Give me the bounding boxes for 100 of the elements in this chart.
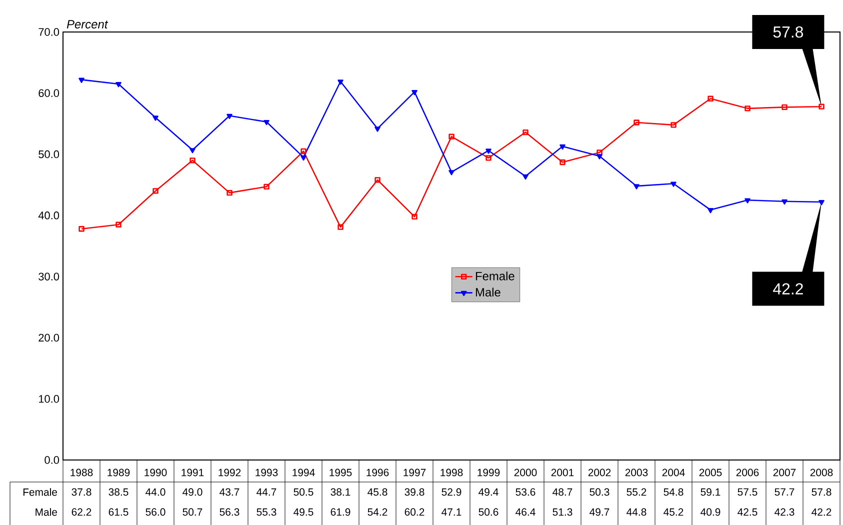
point bbox=[78, 78, 84, 83]
point bbox=[486, 155, 492, 161]
data-label: 55.2 bbox=[626, 488, 646, 496]
point bbox=[634, 120, 640, 126]
y-tick-label: 30.0 bbox=[38, 272, 60, 280]
data-label: 40.9 bbox=[700, 508, 720, 516]
point bbox=[560, 144, 566, 150]
x-tick-label: 2004 bbox=[662, 468, 685, 476]
point bbox=[634, 184, 640, 190]
data-label: 49.7 bbox=[590, 508, 610, 516]
x-tick-label: 1990 bbox=[144, 468, 167, 476]
point bbox=[818, 200, 824, 206]
data-label: 51.3 bbox=[552, 508, 572, 516]
data-label: 61.5 bbox=[108, 508, 128, 516]
legend-label: Male bbox=[476, 288, 500, 296]
y-axis-title: Percent bbox=[66, 20, 108, 28]
data-label: 38.5 bbox=[108, 488, 128, 496]
y-tick-label: 40.0 bbox=[38, 212, 60, 220]
data-label: 56.3 bbox=[220, 508, 240, 516]
y-tick-label: 20.0 bbox=[38, 334, 60, 342]
data-label: 50.7 bbox=[182, 508, 202, 516]
data-label: 54.2 bbox=[368, 508, 388, 516]
x-tick-label: 1992 bbox=[218, 468, 241, 476]
y-tick-label: 0.0 bbox=[44, 456, 60, 464]
data-label: 44.0 bbox=[146, 488, 166, 496]
x-tick-label: 1989 bbox=[108, 468, 130, 476]
data-label: 62.2 bbox=[72, 508, 92, 516]
data-label: 42.5 bbox=[738, 508, 758, 516]
point bbox=[782, 104, 788, 110]
x-tick-label: 2005 bbox=[699, 468, 722, 476]
point bbox=[300, 148, 306, 154]
x-tick-label: 2003 bbox=[625, 468, 648, 476]
data-label: 44.7 bbox=[256, 488, 276, 496]
text: Female bbox=[23, 488, 58, 496]
point bbox=[448, 170, 454, 176]
y-tick-label: 60.0 bbox=[38, 89, 60, 98]
point bbox=[412, 214, 418, 220]
point bbox=[744, 106, 750, 112]
point bbox=[782, 199, 788, 205]
point bbox=[190, 158, 196, 164]
x-tick-label: 1997 bbox=[404, 468, 426, 476]
legend-label: Female bbox=[476, 272, 514, 280]
data-label: 45.8 bbox=[368, 488, 388, 496]
point bbox=[560, 159, 566, 166]
data-label: 54.8 bbox=[664, 488, 684, 496]
point bbox=[670, 182, 676, 187]
x-tick-label: 1999 bbox=[478, 468, 500, 476]
point bbox=[708, 208, 714, 214]
data-label: 45.2 bbox=[664, 508, 684, 516]
x-tick-label: 1994 bbox=[292, 468, 315, 476]
point bbox=[522, 174, 528, 180]
data-label: 47.1 bbox=[442, 508, 462, 516]
point bbox=[374, 177, 380, 183]
point bbox=[152, 116, 158, 121]
data-label: 49.0 bbox=[182, 488, 202, 496]
data-label: 57.8 bbox=[812, 488, 832, 496]
data-label: 56.0 bbox=[146, 508, 166, 516]
point bbox=[412, 90, 418, 96]
x-tick-label: 2002 bbox=[588, 468, 611, 476]
data-label: 46.4 bbox=[516, 508, 536, 516]
point bbox=[116, 222, 122, 228]
data-label: 50.3 bbox=[590, 488, 610, 496]
x-tick-label: 2008 bbox=[810, 468, 833, 476]
point bbox=[152, 188, 158, 194]
point bbox=[486, 148, 492, 154]
y-tick-label: 50.0 bbox=[38, 150, 60, 158]
point bbox=[116, 82, 122, 88]
data-label: 52.9 bbox=[442, 488, 462, 496]
point bbox=[596, 150, 602, 156]
point bbox=[190, 148, 196, 154]
point bbox=[338, 224, 344, 230]
point bbox=[448, 134, 454, 140]
text: Male bbox=[36, 508, 58, 516]
data-label: 60.2 bbox=[404, 508, 424, 516]
data-label: 48.7 bbox=[552, 488, 572, 496]
x-tick-label: 1995 bbox=[330, 468, 352, 476]
x-tick-label: 2006 bbox=[736, 468, 759, 476]
x-tick-label: 1996 bbox=[366, 468, 389, 476]
point bbox=[596, 154, 602, 160]
data-label: 53.6 bbox=[516, 488, 536, 496]
point bbox=[300, 155, 306, 161]
y-tick-label: 70.0 bbox=[38, 28, 60, 36]
data-label: 37.8 bbox=[72, 488, 92, 496]
data-label: 49.4 bbox=[478, 488, 498, 496]
data-label: 49.5 bbox=[294, 508, 314, 516]
point bbox=[226, 114, 232, 120]
point bbox=[264, 120, 270, 126]
point bbox=[708, 96, 714, 102]
data-label: 57.7 bbox=[774, 488, 794, 496]
x-tick-label: 1993 bbox=[256, 468, 278, 476]
point bbox=[264, 184, 270, 190]
point bbox=[226, 190, 232, 196]
data-label: 42.3 bbox=[774, 508, 794, 516]
annotation: 57.8 bbox=[773, 26, 804, 38]
x-tick-label: 2007 bbox=[773, 468, 796, 476]
annotation: 42.2 bbox=[773, 283, 803, 294]
x-tick-label: 1988 bbox=[70, 468, 93, 476]
data-label: 44.8 bbox=[626, 508, 646, 516]
point bbox=[374, 126, 380, 132]
x-tick-label: 2001 bbox=[551, 468, 574, 476]
